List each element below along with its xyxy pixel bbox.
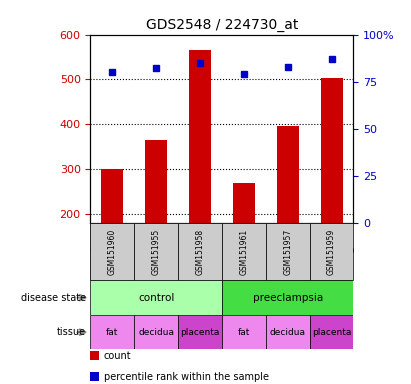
Text: GSM151957: GSM151957 <box>265 247 311 256</box>
Text: GSM151958: GSM151958 <box>196 228 205 275</box>
Text: GSM151961: GSM151961 <box>239 228 248 275</box>
Bar <box>90 280 222 315</box>
Bar <box>90 223 134 280</box>
Bar <box>189 50 211 223</box>
Text: tissue: tissue <box>57 327 86 337</box>
Bar <box>233 183 255 223</box>
Bar <box>309 223 353 280</box>
Bar <box>145 140 167 223</box>
Bar <box>266 223 309 280</box>
Text: fat: fat <box>238 328 250 337</box>
Text: decidua: decidua <box>138 328 174 337</box>
Text: percentile rank within the sample: percentile rank within the sample <box>104 372 268 382</box>
Text: GSM151955: GSM151955 <box>133 247 179 256</box>
Bar <box>222 223 266 280</box>
Bar <box>222 280 353 315</box>
Text: GSM151957: GSM151957 <box>283 228 292 275</box>
Text: GSM151957: GSM151957 <box>283 228 292 275</box>
Text: count: count <box>104 351 131 361</box>
Bar <box>178 223 222 280</box>
Text: placenta: placenta <box>312 328 351 337</box>
Text: GSM151960: GSM151960 <box>108 228 117 275</box>
Bar <box>266 223 309 280</box>
Bar <box>309 223 353 280</box>
Bar <box>222 223 266 280</box>
Text: decidua: decidua <box>270 328 306 337</box>
Text: placenta: placenta <box>180 328 220 337</box>
Text: GSM151958: GSM151958 <box>177 247 223 256</box>
Text: GSM151960: GSM151960 <box>89 247 136 256</box>
Bar <box>178 223 222 280</box>
Text: control: control <box>138 293 174 303</box>
Text: preeclampsia: preeclampsia <box>253 293 323 303</box>
Title: GDS2548 / 224730_at: GDS2548 / 224730_at <box>146 18 298 32</box>
Bar <box>222 315 266 349</box>
Text: disease state: disease state <box>21 293 86 303</box>
Bar <box>178 315 222 349</box>
Text: GSM151959: GSM151959 <box>308 247 355 256</box>
Bar <box>90 223 134 280</box>
Bar <box>134 315 178 349</box>
Text: GSM151959: GSM151959 <box>327 228 336 275</box>
Text: fat: fat <box>106 328 118 337</box>
Text: GSM151955: GSM151955 <box>152 228 161 275</box>
Bar <box>321 78 342 223</box>
Bar <box>102 169 123 223</box>
Text: GSM151959: GSM151959 <box>327 228 336 275</box>
Text: GSM151958: GSM151958 <box>196 228 205 275</box>
Bar <box>309 315 353 349</box>
Bar <box>277 126 299 223</box>
Text: GSM151960: GSM151960 <box>108 228 117 275</box>
Bar <box>266 315 309 349</box>
Bar <box>90 315 134 349</box>
Bar <box>134 223 178 280</box>
Text: GSM151955: GSM151955 <box>152 228 161 275</box>
Bar <box>134 223 178 280</box>
Text: GSM151961: GSM151961 <box>221 247 267 256</box>
Text: GSM151961: GSM151961 <box>239 228 248 275</box>
